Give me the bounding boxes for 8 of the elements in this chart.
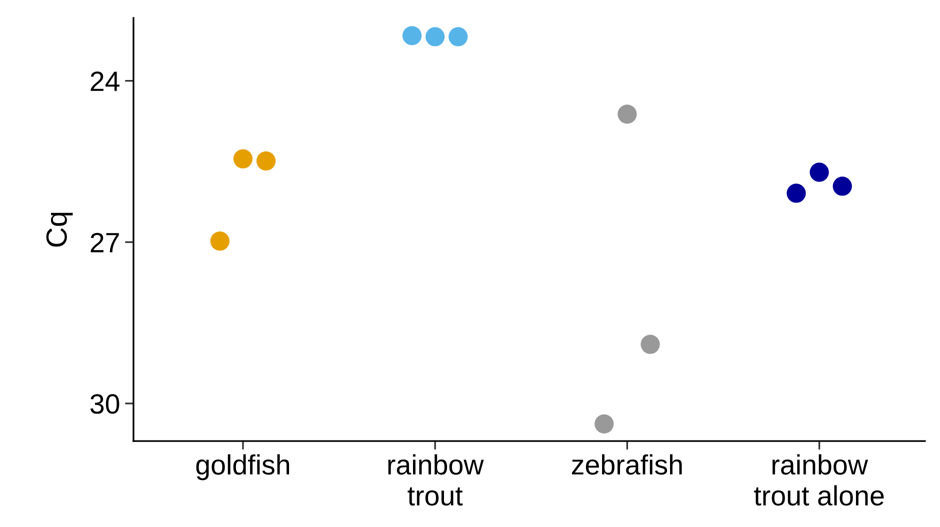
x-tick-label: rainbow trout	[388, 454, 484, 506]
x-tick-label: goldfish	[196, 454, 290, 480]
y-tick-label: 30	[90, 394, 120, 414]
y-tick-label: 24	[90, 72, 120, 91]
x-tick-label: rainbow trout alone	[754, 454, 884, 506]
y-tick-label: 27	[90, 232, 119, 252]
y-axis-title: Cq	[46, 212, 73, 247]
x-tick-label: zebrafish	[572, 454, 682, 475]
